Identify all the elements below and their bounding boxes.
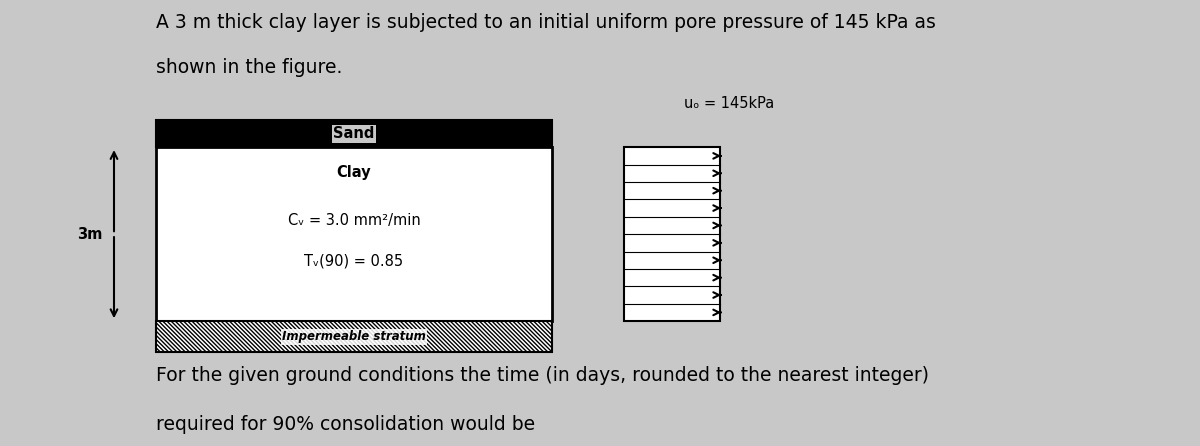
Bar — [156, 321, 552, 352]
Bar — [156, 147, 552, 321]
Text: Tᵥ(90) = 0.85: Tᵥ(90) = 0.85 — [305, 253, 403, 268]
Text: shown in the figure.: shown in the figure. — [156, 58, 342, 77]
Text: For the given ground conditions the time (in days, rounded to the nearest intege: For the given ground conditions the time… — [156, 366, 929, 385]
Text: uₒ = 145kPa: uₒ = 145kPa — [684, 96, 774, 112]
Text: Impermeable stratum: Impermeable stratum — [282, 330, 426, 343]
Text: A 3 m thick clay layer is subjected to an initial uniform pore pressure of 145 k: A 3 m thick clay layer is subjected to a… — [156, 13, 936, 33]
Text: Clay: Clay — [337, 165, 371, 180]
Bar — [624, 147, 720, 321]
Text: 3m: 3m — [77, 227, 102, 242]
Bar — [156, 120, 552, 147]
Text: required for 90% consolidation would be: required for 90% consolidation would be — [156, 415, 535, 434]
Text: Sand: Sand — [334, 126, 374, 141]
Text: Cᵥ = 3.0 mm²/min: Cᵥ = 3.0 mm²/min — [288, 213, 420, 228]
